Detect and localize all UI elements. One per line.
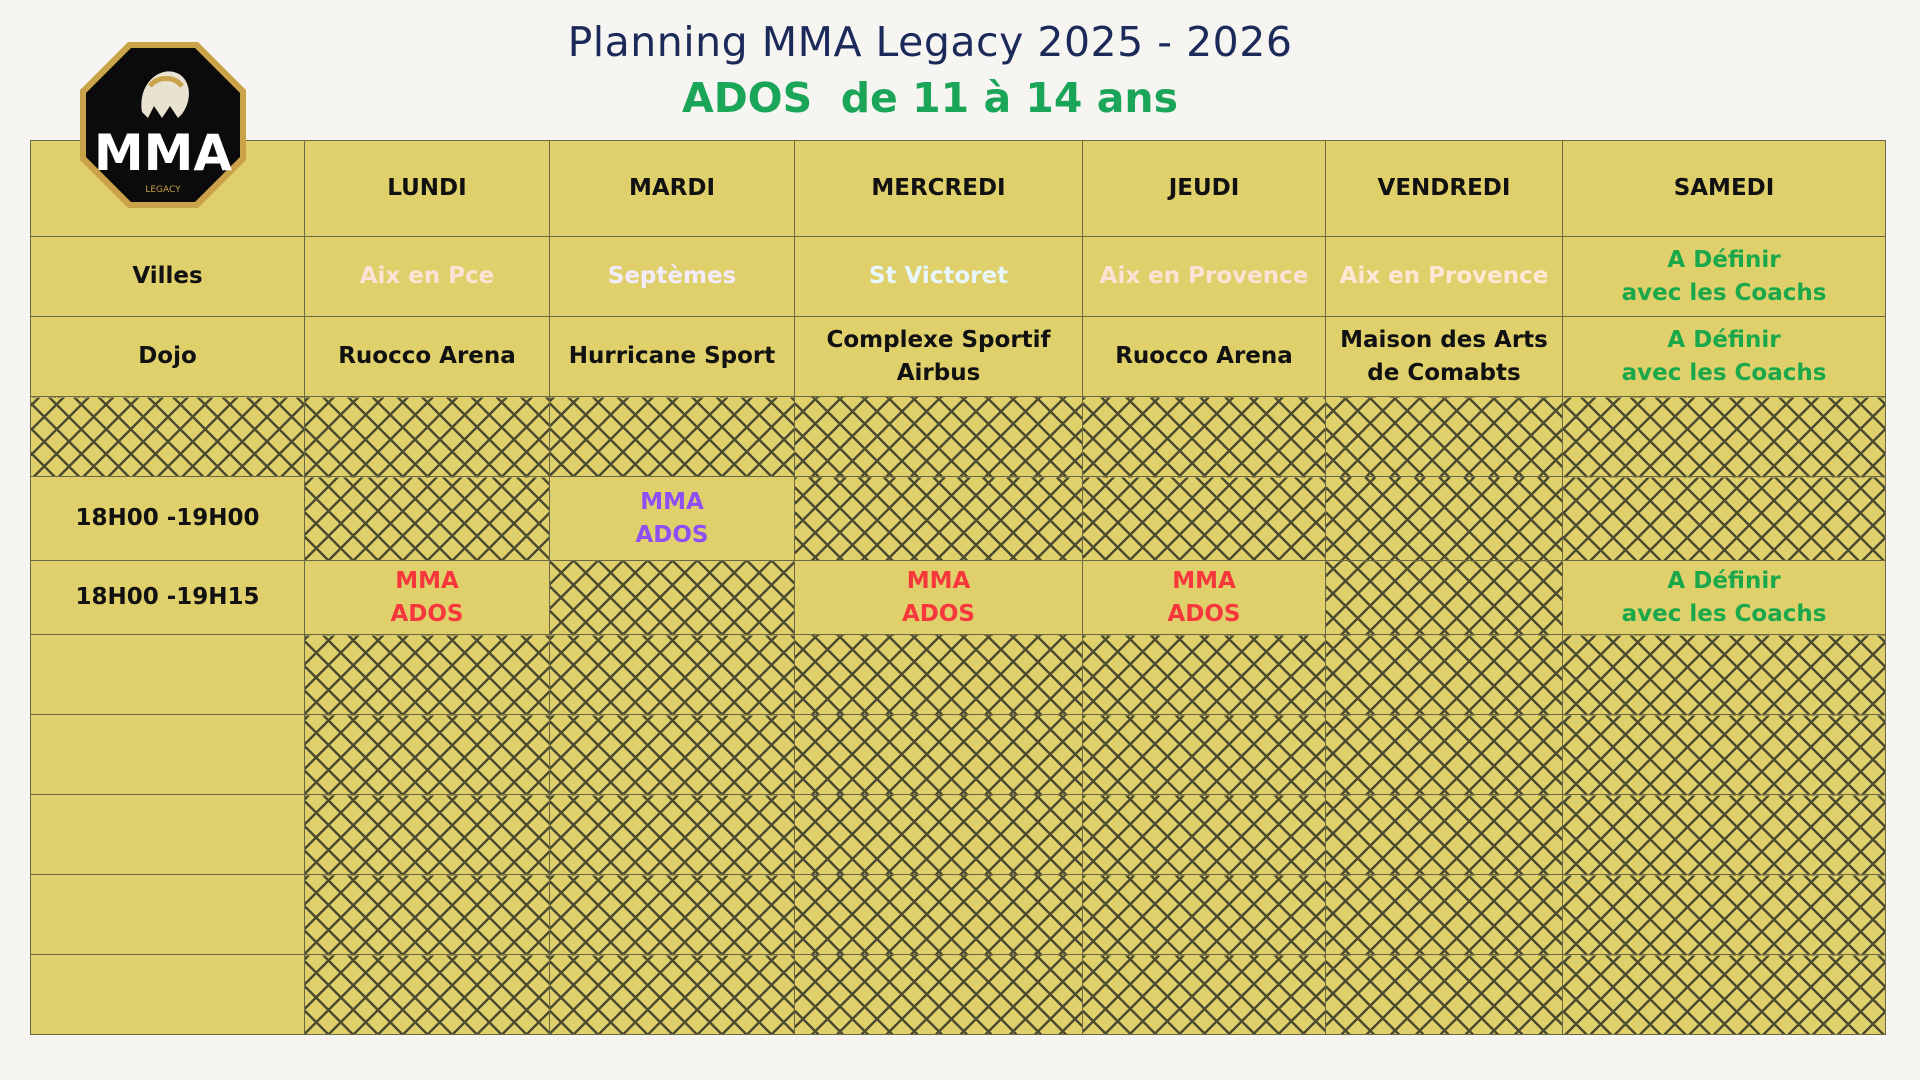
day-header-row: LUNDI MARDI MERCREDI JEUDI VENDREDI SAME…	[30, 140, 1886, 237]
dojo-vendredi: Maison des Arts de Comabts	[1325, 316, 1563, 397]
slot-row-1900: 18H00 -19H00 MMA ADOS	[30, 476, 1886, 561]
empty-row	[30, 874, 1886, 955]
slot-label-1900: 18H00 -19H00	[30, 476, 305, 561]
empty-label-cell	[30, 954, 305, 1035]
empty-label-cell	[30, 794, 305, 875]
villes-row: Villes Aix en Pce Septèmes St Victoret A…	[30, 236, 1886, 317]
fence-cell	[1562, 634, 1886, 715]
fence-cell	[1325, 560, 1563, 635]
slot-label-1915: 18H00 -19H15	[30, 560, 305, 635]
fence-cell	[304, 634, 550, 715]
ville-vendredi: Aix en Provence	[1325, 236, 1563, 317]
fence-cell	[1325, 634, 1563, 715]
page-subtitle: ADOS de 11 à 14 ans	[682, 74, 1178, 122]
dojo-lundi: Ruocco Arena	[304, 316, 550, 397]
fence-cell	[1325, 396, 1563, 477]
fence-cell	[304, 954, 550, 1035]
empty-row	[30, 794, 1886, 875]
empty-label-cell	[30, 714, 305, 795]
fence-cell	[549, 954, 795, 1035]
ville-lundi: Aix en Pce	[304, 236, 550, 317]
slot-row-1915: 18H00 -19H15 MMA ADOS MMA ADOS MMA ADOS …	[30, 560, 1886, 635]
fence-cell	[794, 396, 1083, 477]
logo-text: MMA	[94, 124, 233, 182]
fence-cell	[304, 874, 550, 955]
fence-cell	[1082, 634, 1326, 715]
empty-row	[30, 714, 1886, 795]
slot-mercredi-class: MMA ADOS	[794, 560, 1083, 635]
fence-cell	[794, 874, 1083, 955]
dojo-row: Dojo Ruocco Arena Hurricane Sport Comple…	[30, 316, 1886, 397]
fence-cell	[1562, 476, 1886, 561]
ville-samedi: A Définir avec les Coachs	[1562, 236, 1886, 317]
fence-cell	[1325, 794, 1563, 875]
fence-cell	[304, 396, 550, 477]
slot-mardi-class: MMA ADOS	[549, 476, 795, 561]
fence-cell	[549, 560, 795, 635]
fence-cell	[549, 396, 795, 477]
ville-jeudi: Aix en Provence	[1082, 236, 1326, 317]
spartan-helmet-icon	[141, 71, 189, 118]
empty-row	[30, 954, 1886, 1035]
day-header-samedi: SAMEDI	[1562, 140, 1886, 237]
fence-cell	[1562, 794, 1886, 875]
fence-cell	[1325, 954, 1563, 1035]
fence-cell	[794, 714, 1083, 795]
dojo-label: Dojo	[30, 316, 305, 397]
fence-cell	[304, 714, 550, 795]
empty-row	[30, 634, 1886, 715]
empty-label-cell	[30, 634, 305, 715]
day-header-jeudi: JEUDI	[1082, 140, 1326, 237]
villes-label: Villes	[30, 236, 305, 317]
slot-lundi-class: MMA ADOS	[304, 560, 550, 635]
fence-cell	[304, 476, 550, 561]
dojo-samedi: A Définir avec les Coachs	[1562, 316, 1886, 397]
fence-cell	[304, 794, 550, 875]
fence-row	[30, 396, 1886, 477]
fence-cell	[1082, 476, 1326, 561]
fence-cell	[794, 954, 1083, 1035]
day-header-mardi: MARDI	[549, 140, 795, 237]
mma-legacy-logo: MMA LEGACY	[80, 42, 246, 208]
ville-mercredi: St Victoret	[794, 236, 1083, 317]
dojo-mardi: Hurricane Sport	[549, 316, 795, 397]
fence-cell	[794, 794, 1083, 875]
fence-cell	[1325, 476, 1563, 561]
fence-cell	[794, 634, 1083, 715]
dojo-jeudi: Ruocco Arena	[1082, 316, 1326, 397]
empty-label-cell	[30, 874, 305, 955]
fence-cell	[1325, 714, 1563, 795]
fence-cell	[1082, 714, 1326, 795]
fence-cell	[1325, 874, 1563, 955]
fence-cell	[1082, 396, 1326, 477]
fence-cell	[549, 714, 795, 795]
fence-cell	[794, 476, 1083, 561]
fence-cell	[1082, 874, 1326, 955]
day-header-lundi: LUNDI	[304, 140, 550, 237]
page-title: Planning MMA Legacy 2025 - 2026	[567, 18, 1293, 66]
ville-mardi: Septèmes	[549, 236, 795, 317]
logo-subtext: LEGACY	[145, 185, 181, 195]
fence-cell	[1562, 874, 1886, 955]
fence-cell	[549, 634, 795, 715]
fence-cell	[549, 794, 795, 875]
dojo-mercredi: Complexe Sportif Airbus	[794, 316, 1083, 397]
fence-cell	[549, 874, 795, 955]
fence-cell	[1562, 954, 1886, 1035]
slot-samedi-class: A Définir avec les Coachs	[1562, 560, 1886, 635]
schedule-table: LUNDI MARDI MERCREDI JEUDI VENDREDI SAME…	[30, 140, 1886, 1035]
fence-cell	[1562, 714, 1886, 795]
fence-cell	[1082, 954, 1326, 1035]
day-header-vendredi: VENDREDI	[1325, 140, 1563, 237]
fence-cell	[1562, 396, 1886, 477]
slot-jeudi-class: MMA ADOS	[1082, 560, 1326, 635]
day-header-mercredi: MERCREDI	[794, 140, 1083, 237]
fence-cell	[30, 396, 305, 477]
fence-cell	[1082, 794, 1326, 875]
